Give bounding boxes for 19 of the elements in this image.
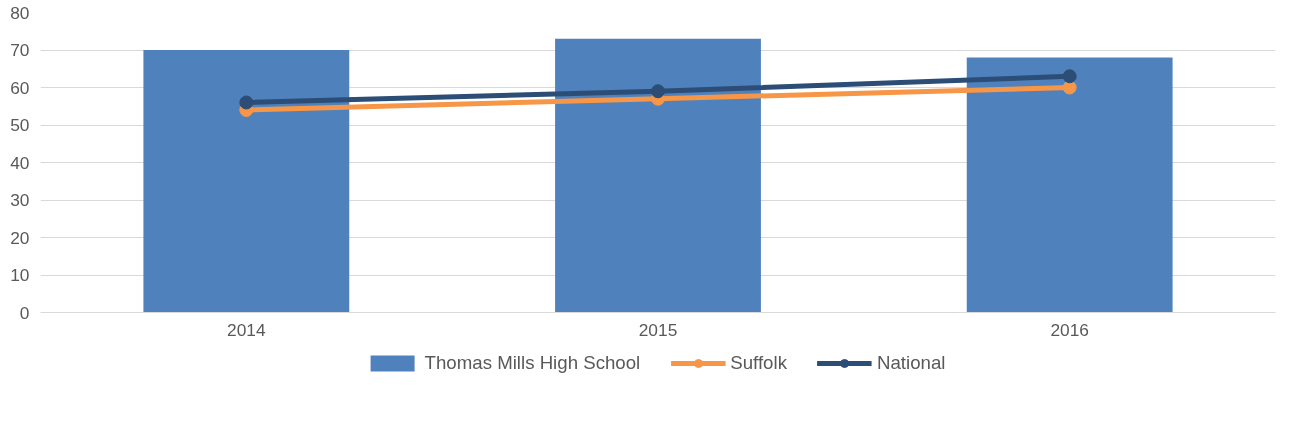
x-tick-label: 2016 xyxy=(1050,319,1089,340)
y-tick-label: 30 xyxy=(10,190,30,210)
y-tick-label: 10 xyxy=(10,265,30,285)
x-tick-label: 2014 xyxy=(227,319,266,340)
y-tick-label: 50 xyxy=(10,115,30,135)
point xyxy=(239,95,254,110)
y-tick-label: 60 xyxy=(10,77,30,98)
legend-label: Thomas Mills High School xyxy=(424,352,641,374)
point xyxy=(1062,80,1077,95)
y-tick-label: 0 xyxy=(19,302,30,323)
y-tick-label: 40 xyxy=(10,152,30,173)
y-tick-label: 20 xyxy=(10,227,30,248)
y-tick-label: 80 xyxy=(10,2,30,23)
x-tick-label: 2015 xyxy=(638,319,678,340)
y-tick-label: 70 xyxy=(10,40,30,60)
point xyxy=(1062,69,1077,84)
legend-label: Suffolk xyxy=(730,352,787,374)
point xyxy=(651,84,665,99)
legend-label: National xyxy=(876,352,946,374)
